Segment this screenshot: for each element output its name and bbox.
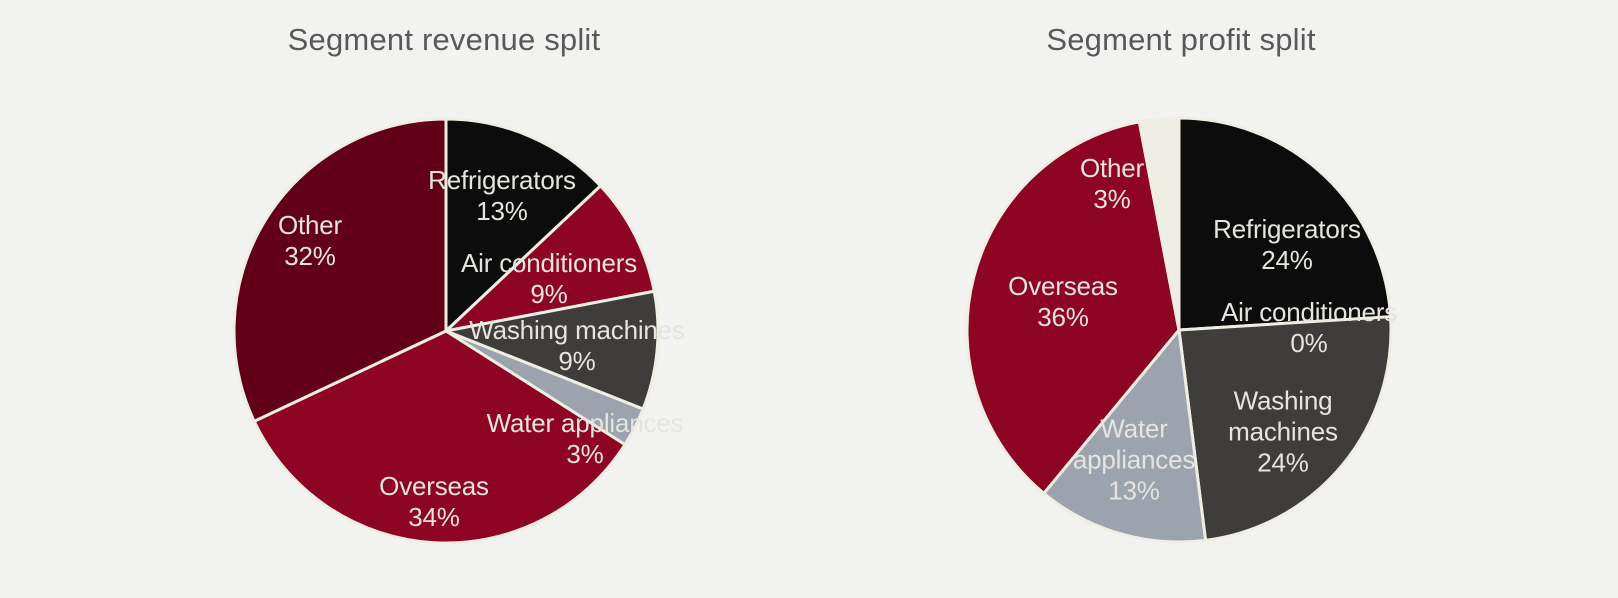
slice-label-line: 36% — [1037, 302, 1089, 332]
slice-label-overseas: Overseas 36% — [1008, 271, 1118, 333]
slice-label-line: 3% — [566, 439, 604, 469]
slice-label-line: Air conditioners — [1221, 297, 1397, 327]
slice-label-line: Water — [1100, 413, 1168, 444]
slice-label-air-conditioners: Air conditioners 0% — [1221, 297, 1397, 359]
slice-label-line: Other — [277, 210, 343, 240]
slice-label-line: Other — [1079, 153, 1145, 183]
slice-label-line: 13% — [1108, 475, 1160, 506]
slice-label-line: 9% — [530, 279, 568, 309]
pie-slice-refrigerators — [444, 117, 603, 333]
pie-slice-water-appliances — [1042, 328, 1208, 544]
pie-profit — [965, 116, 1393, 544]
slice-label-line: Washing — [1233, 385, 1333, 416]
pie-revenue — [232, 117, 660, 545]
slice-label-line: Refrigerators — [428, 165, 576, 195]
pie-slice-washing-machines — [444, 289, 660, 411]
slice-label-line: 24% — [1261, 245, 1313, 275]
slice-label-refrigerators: Refrigerators 24% — [1213, 214, 1361, 276]
slice-label-line: 9% — [558, 346, 596, 376]
slice-label-line: Overseas — [379, 471, 489, 501]
pie-slice-air-conditioners — [444, 184, 656, 333]
slice-label-air-conditioners: Air conditioners 9% — [461, 248, 637, 310]
slice-label-water-appliances: Water appliances 13% — [1072, 413, 1196, 507]
pie-slice-overseas — [965, 120, 1181, 495]
pie-slice-refrigerators — [1177, 116, 1393, 332]
slice-label-water-appliances: Water appliances 3% — [487, 408, 684, 470]
slice-label-other: Other 32% — [278, 210, 342, 272]
slice-label-washing-machines: Washing machines 9% — [469, 315, 685, 377]
slice-label-overseas: Overseas 34% — [379, 471, 489, 533]
pie-slice-other — [1137, 116, 1181, 332]
slice-label-line: machines — [1228, 416, 1338, 447]
slice-label-line: Overseas — [1008, 271, 1118, 301]
pie-slice-overseas — [252, 329, 627, 545]
slice-label-line: 3% — [1093, 184, 1131, 214]
chart-title-revenue: Segment revenue split — [287, 22, 601, 57]
slice-label-line: 24% — [1257, 447, 1309, 478]
slice-label-line: Washing machines — [469, 315, 685, 345]
slice-label-line: Refrigerators — [1213, 214, 1361, 244]
slice-label-line: 34% — [408, 502, 460, 532]
slice-label-refrigerators: Refrigerators 13% — [428, 165, 576, 227]
slice-label-line: Water appliances — [486, 408, 684, 438]
slice-label-line: 13% — [476, 196, 528, 226]
slice-label-washing-machines: Washing machines 24% — [1228, 386, 1338, 479]
slice-label-line: 32% — [284, 241, 336, 271]
slice-label-line: Air conditioners — [461, 248, 637, 278]
pie-slice-other — [232, 117, 448, 423]
chart-title-profit: Segment profit split — [1046, 22, 1316, 57]
slice-label-line: 0% — [1290, 328, 1328, 358]
pie-slice-washing-machines — [1177, 315, 1393, 542]
slice-label-other: Other 3% — [1080, 153, 1144, 215]
slice-label-line: appliances — [1072, 444, 1196, 475]
